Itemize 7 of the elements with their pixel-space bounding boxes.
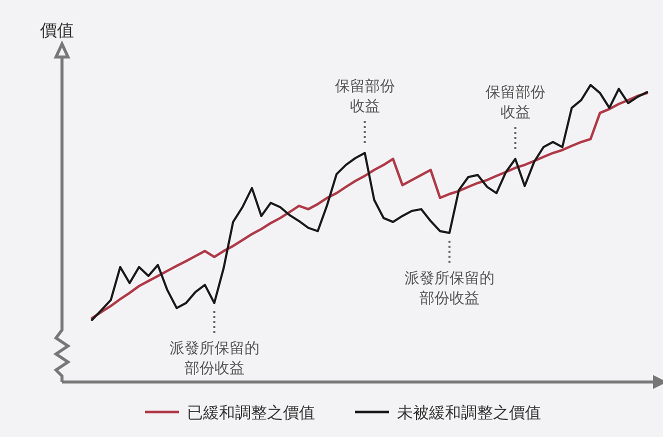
legend-label: 未被緩和調整之價值 bbox=[397, 403, 541, 422]
annotation: 派發所保留的部份收益 bbox=[169, 339, 260, 377]
y-axis-title: 價值 bbox=[40, 21, 74, 41]
legend-label: 已緩和調整之價值 bbox=[187, 403, 315, 422]
annotation: 保留部份收益 bbox=[334, 77, 395, 116]
annotation: 保留部份收益 bbox=[485, 82, 546, 121]
annotation: 派發所保留的部份收益 bbox=[404, 268, 494, 307]
